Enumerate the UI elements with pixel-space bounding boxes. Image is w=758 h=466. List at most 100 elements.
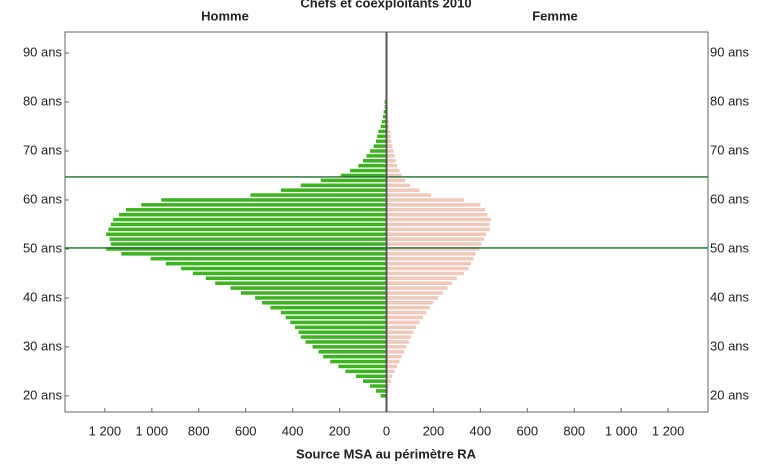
bar [386, 173, 402, 178]
bar [386, 340, 409, 344]
bar [386, 119, 389, 124]
bar [386, 305, 430, 310]
bar [386, 379, 391, 383]
bar [280, 310, 387, 315]
bar [375, 389, 387, 393]
y-tick-label-right: 70 ans [710, 142, 750, 157]
y-tick-label: 90 ans [23, 44, 63, 59]
bar [378, 129, 387, 134]
bar [386, 364, 398, 369]
y-tick-label: 40 ans [23, 289, 63, 304]
bar [386, 330, 414, 334]
x-tick-label: 800 [563, 423, 585, 438]
bar [381, 119, 387, 124]
bar [375, 139, 387, 143]
bar [141, 203, 387, 207]
y-tick-label: 60 ans [23, 191, 63, 206]
right-header: Femme [532, 8, 578, 23]
bar [241, 291, 387, 295]
y-tick-label-right: 50 ans [710, 240, 750, 255]
bar [386, 369, 395, 374]
bar [320, 178, 387, 183]
bar [386, 271, 464, 276]
chart-title: Chefs et coexploitants 2010 [300, 0, 471, 10]
bar [377, 134, 387, 139]
y-tick-label-right: 30 ans [710, 338, 750, 353]
bar [386, 183, 410, 188]
bar [386, 124, 390, 129]
bar [290, 320, 387, 325]
bar [386, 227, 490, 232]
bar [386, 163, 398, 168]
y-tick-label: 50 ans [23, 240, 63, 255]
bar [113, 217, 387, 222]
x-tick-label: 1 000 [605, 423, 638, 438]
bar [386, 134, 391, 139]
bar [285, 315, 387, 320]
bar [370, 384, 387, 388]
bar [340, 173, 387, 178]
bar [386, 193, 432, 197]
y-tick-label: 30 ans [23, 338, 63, 353]
bar [386, 212, 488, 217]
bar [355, 374, 387, 379]
bar [386, 325, 416, 330]
left-header: Homme [201, 8, 249, 23]
bar [255, 296, 387, 300]
x-tick-label: 800 [188, 423, 210, 438]
bar [386, 281, 453, 285]
y-tick-label-right: 90 ans [710, 44, 750, 59]
bar [386, 296, 439, 300]
bar [386, 178, 406, 183]
bar [250, 193, 387, 197]
bar [366, 154, 387, 158]
bar [280, 188, 387, 192]
bar [386, 237, 484, 241]
y-tick-label-right: 40 ans [710, 289, 750, 304]
bar [121, 252, 387, 256]
bar [386, 252, 476, 256]
bar [386, 286, 448, 290]
bar [338, 364, 387, 369]
bar [380, 124, 387, 129]
bar [298, 330, 387, 334]
bar [386, 266, 469, 271]
bar [110, 222, 387, 227]
bar [270, 305, 387, 310]
bar [192, 271, 387, 276]
bar [386, 345, 407, 349]
bar [118, 212, 387, 217]
bar [363, 379, 387, 383]
bar [205, 276, 387, 281]
bar [262, 301, 387, 305]
bar [161, 198, 387, 202]
bar [386, 154, 395, 158]
bar [380, 394, 387, 398]
x-tick-label: 1 200 [89, 423, 122, 438]
bar [386, 188, 420, 192]
bar [386, 291, 443, 295]
y-tick-label: 80 ans [23, 93, 63, 108]
bar [318, 350, 387, 354]
bar [386, 256, 474, 261]
bar [305, 340, 387, 344]
bar [350, 168, 387, 173]
bar [386, 374, 393, 379]
bar [294, 325, 387, 330]
x-axis-label: Source MSA au périmètre RA [296, 446, 477, 461]
x-tick-label: 600 [235, 423, 257, 438]
bar [330, 359, 387, 364]
bar [312, 345, 387, 349]
bar [215, 281, 387, 285]
y-tick-label-right: 60 ans [710, 191, 750, 206]
bar [386, 159, 396, 163]
y-tick-label-right: 80 ans [710, 93, 750, 108]
bar [126, 207, 387, 212]
bar [386, 129, 391, 134]
bar [386, 350, 405, 354]
bar [386, 139, 392, 143]
bar [109, 237, 387, 241]
bar [383, 110, 387, 114]
bar [358, 163, 387, 168]
x-tick-label: 0 [383, 423, 390, 438]
